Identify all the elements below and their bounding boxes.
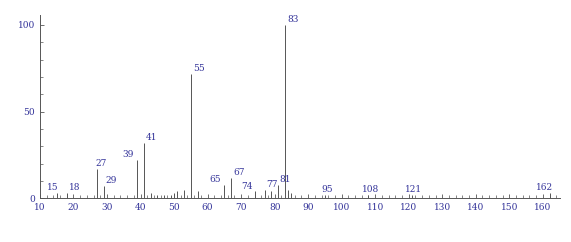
Text: 65: 65 (209, 175, 221, 184)
Text: 95: 95 (321, 185, 333, 194)
Text: 15: 15 (47, 183, 58, 192)
Text: 74: 74 (241, 182, 252, 191)
Text: 29: 29 (105, 176, 116, 185)
Text: 83: 83 (287, 15, 299, 24)
Text: 27: 27 (95, 159, 107, 168)
Text: 108: 108 (362, 185, 379, 194)
Text: 18: 18 (69, 183, 80, 192)
Text: 77: 77 (266, 180, 278, 189)
Text: 67: 67 (234, 168, 245, 177)
Text: 55: 55 (194, 64, 205, 73)
Text: 41: 41 (146, 133, 157, 142)
Text: 81: 81 (280, 175, 291, 184)
Text: 162: 162 (536, 183, 553, 192)
Text: 39: 39 (122, 150, 134, 159)
Text: 121: 121 (405, 185, 423, 194)
